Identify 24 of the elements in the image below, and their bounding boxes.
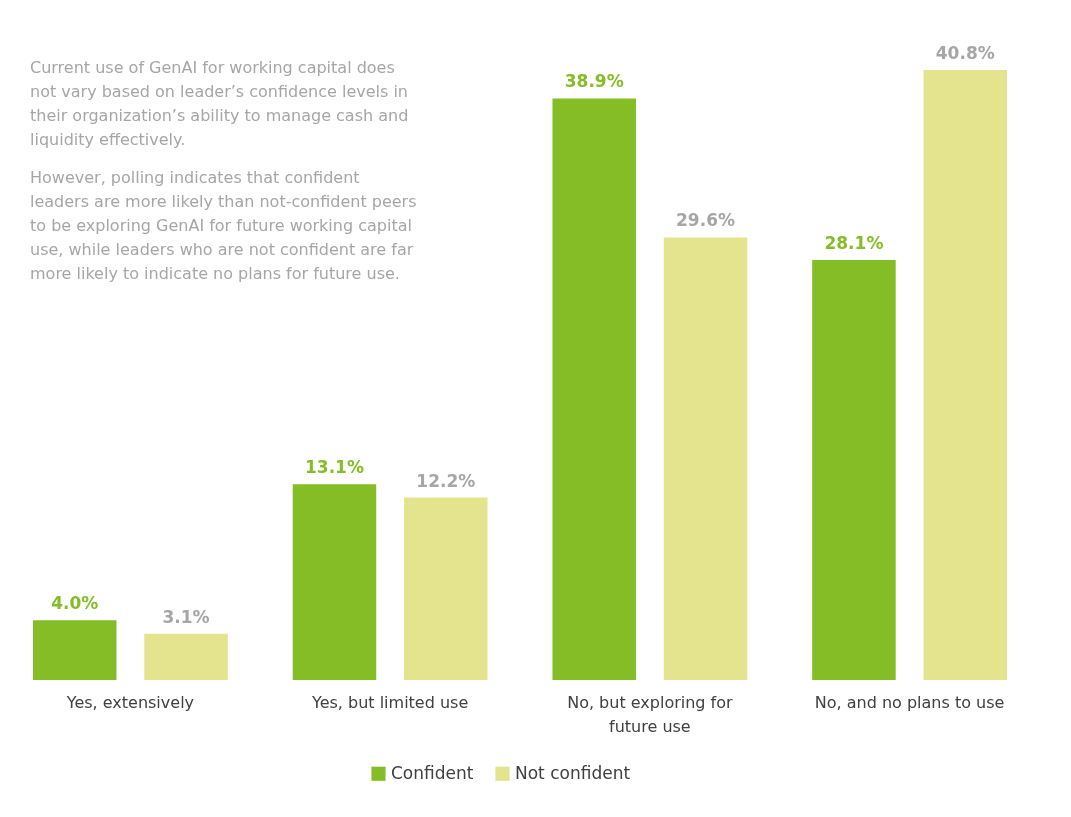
x-tick-label: Yes, but limited use bbox=[311, 692, 469, 712]
bar bbox=[144, 633, 228, 680]
x-tick-label: Yes, extensively bbox=[65, 692, 195, 712]
legend-label: Confident bbox=[391, 762, 474, 783]
data-label: 40.8% bbox=[935, 43, 995, 63]
data-label: 28.1% bbox=[824, 232, 884, 253]
data-label: 29.6% bbox=[676, 210, 736, 231]
bar bbox=[812, 259, 896, 680]
bar bbox=[923, 70, 1008, 680]
annotation: Current use of GenAI for working capital does not vary based on leader’s confidence levels in their organization’s ability to manage cash and liquidity effectively. bbox=[30, 58, 409, 149]
bar bbox=[32, 620, 117, 680]
data-label: 12.2% bbox=[416, 470, 476, 491]
x-tick-label: No, and no plans to use bbox=[814, 692, 1005, 712]
data-label: 3.1% bbox=[162, 606, 210, 627]
bar bbox=[663, 237, 748, 680]
data-label: 13.1% bbox=[304, 457, 364, 478]
bar bbox=[404, 497, 488, 680]
annotation: However, polling indicates that confident leaders are more likely than not-confident peers to be exploring GenAI for future working capital use, while leaders who are not confident are far more likely to indicate no plans for future use. bbox=[30, 168, 417, 283]
bar bbox=[292, 484, 377, 680]
x-tick-label: No, but exploring for future use bbox=[567, 692, 733, 736]
data-label: 38.9% bbox=[564, 71, 624, 92]
legend-label: Not confident bbox=[515, 762, 631, 783]
bar bbox=[552, 98, 636, 680]
data-label: 4.0% bbox=[51, 593, 99, 614]
